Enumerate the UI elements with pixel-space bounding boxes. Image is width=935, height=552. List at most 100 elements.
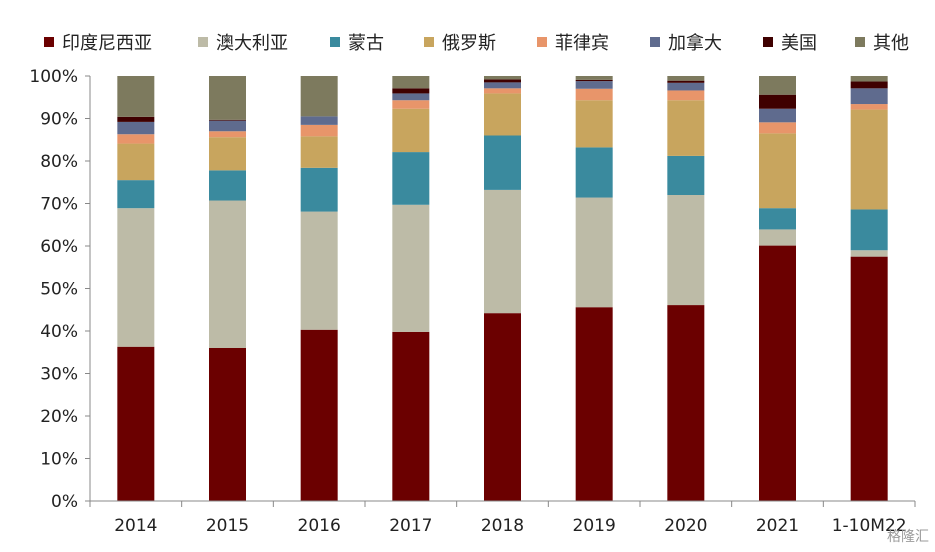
bar-segment xyxy=(300,167,338,212)
bar-segment xyxy=(759,133,796,209)
bar-segment xyxy=(759,122,796,134)
bar-segment xyxy=(850,104,888,110)
legend-label: 加拿大 xyxy=(668,33,722,54)
bar-segment xyxy=(759,94,796,109)
bar-segment xyxy=(300,124,338,137)
legend-item: 俄罗斯 xyxy=(424,29,496,55)
axes-group: 0% 10% 20% 30% 40% 50% 60% 70% 80% 90% 100% 2014 201… xyxy=(29,67,916,536)
x-tick-label: 2018 xyxy=(481,516,524,536)
bar-segment xyxy=(209,120,246,132)
bar-segment xyxy=(117,121,155,135)
bar-segment xyxy=(392,88,430,94)
legend-item: 美国 xyxy=(763,29,817,55)
legend-swatch xyxy=(650,37,660,47)
bar-segment xyxy=(575,76,613,80)
watermark: 格隆汇 xyxy=(887,529,929,545)
bar-segment xyxy=(392,93,430,101)
bar-segment xyxy=(484,82,521,89)
bar-segment xyxy=(117,116,155,122)
bar-segment xyxy=(667,155,705,195)
bar-segment xyxy=(850,81,888,89)
bar-segment xyxy=(209,348,246,501)
x-tick-label: 2015 xyxy=(206,516,249,536)
bar-segment xyxy=(850,76,888,82)
legend-swatch xyxy=(763,37,773,47)
legend-swatch xyxy=(198,37,208,47)
bar-segment xyxy=(575,79,613,82)
bar-segment xyxy=(300,136,338,168)
bar-segment xyxy=(392,108,430,153)
bar-segment xyxy=(575,88,613,101)
bar-segment xyxy=(667,195,705,306)
y-tick-label: 20% xyxy=(40,407,78,427)
bar-segment xyxy=(300,329,338,501)
bar-segment xyxy=(575,100,613,148)
y-tick-label: 70% xyxy=(40,195,78,215)
bar-segment xyxy=(117,208,155,347)
y-tick-label: 90% xyxy=(40,110,78,130)
bar-segment xyxy=(759,245,796,501)
legend-label: 蒙古 xyxy=(348,33,384,54)
bar-segment xyxy=(667,80,705,83)
legend-label: 菲律宾 xyxy=(555,33,609,54)
bar-segment xyxy=(484,313,521,501)
bar-segment xyxy=(209,76,246,120)
bar-segment xyxy=(117,134,155,144)
bar-segment xyxy=(575,307,613,501)
legend-label: 其他 xyxy=(873,33,909,54)
bar-segment xyxy=(667,82,705,91)
bar-segment xyxy=(117,180,155,209)
bar-segment xyxy=(392,100,430,109)
legend-item: 澳大利亚 xyxy=(198,29,288,55)
legend-swatch xyxy=(424,37,434,47)
bar-segment xyxy=(575,197,613,308)
bars-group xyxy=(117,76,888,502)
legend-swatch xyxy=(537,37,547,47)
bar-segment xyxy=(484,93,521,136)
legend-label: 澳大利亚 xyxy=(216,33,288,54)
legend-swatch xyxy=(44,37,54,47)
legend: 印度尼西亚 澳大利亚 蒙古 俄罗斯 菲律宾 加拿大 美国 其他 xyxy=(0,26,935,56)
legend-item: 加拿大 xyxy=(650,29,722,55)
x-tick-label: 2019 xyxy=(573,516,616,536)
x-tick-label: 2017 xyxy=(389,516,432,536)
legend-item: 蒙古 xyxy=(330,29,384,55)
bar-segment xyxy=(850,88,888,105)
x-tick-label: 2016 xyxy=(298,516,341,536)
bar-segment xyxy=(484,79,521,83)
bar-segment xyxy=(117,346,155,501)
legend-swatch xyxy=(330,37,340,47)
bar-segment xyxy=(484,189,521,314)
bar-segment xyxy=(667,100,705,156)
y-tick-label: 40% xyxy=(40,322,78,342)
bar-segment xyxy=(667,305,705,501)
legend-label: 俄罗斯 xyxy=(442,33,496,54)
bar-segment xyxy=(392,76,430,89)
bar-segment xyxy=(209,131,246,138)
x-tick-label: 2021 xyxy=(756,516,799,536)
legend-item: 菲律宾 xyxy=(537,29,609,55)
bar-segment xyxy=(117,76,155,117)
y-tick-label: 10% xyxy=(40,450,78,470)
bar-segment xyxy=(759,229,796,246)
bar-segment xyxy=(850,109,888,210)
bar-segment xyxy=(850,250,888,257)
bar-segment xyxy=(484,135,521,190)
y-tick-label: 60% xyxy=(40,237,78,257)
bar-segment xyxy=(759,208,796,230)
y-tick-label: 0% xyxy=(51,492,78,512)
bar-segment xyxy=(575,81,613,89)
bar-segment xyxy=(759,108,796,123)
bar-segment xyxy=(484,76,521,80)
bar-segment xyxy=(300,116,338,125)
bar-segment xyxy=(850,256,888,502)
bar-segment xyxy=(575,147,613,198)
y-tick-label: 30% xyxy=(40,365,78,385)
y-tick-label: 100% xyxy=(29,67,78,87)
bar-segment xyxy=(850,209,888,251)
bar-segment xyxy=(392,331,430,501)
y-tick-label: 80% xyxy=(40,152,78,172)
bar-segment xyxy=(300,76,338,117)
bar-segment xyxy=(667,90,705,101)
